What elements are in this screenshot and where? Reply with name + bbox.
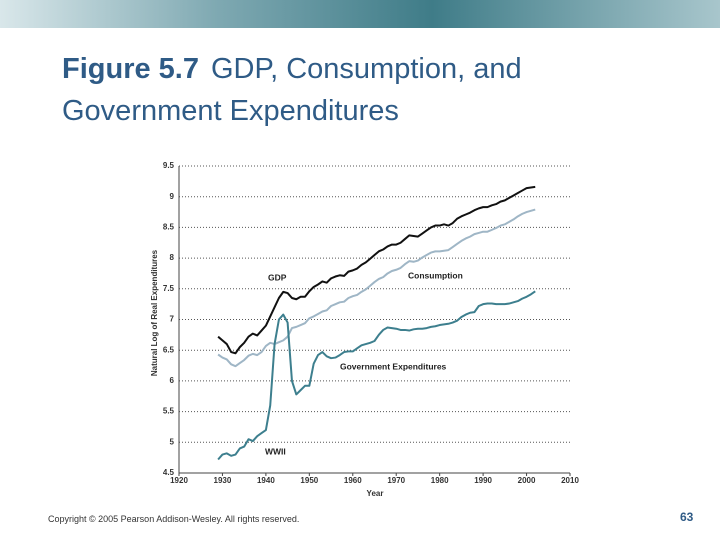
y-axis-label: Natural Log of Real Expenditures (150, 249, 159, 376)
x-tick-label: 2010 (561, 476, 579, 485)
y-tick-label: 5 (170, 437, 175, 446)
series-line (217, 208, 536, 368)
slide-title: Figure 5.7 GDP, Consumption, and Governme… (62, 48, 662, 132)
page-number: 63 (680, 510, 694, 524)
banner (0, 0, 720, 28)
title-text: GDP, Consumption, and Government Expendi… (62, 53, 522, 127)
figure-number: Figure 5.7 (62, 53, 199, 85)
y-tick-label: 6.5 (163, 345, 175, 354)
series-line (217, 290, 536, 461)
y-tick-label: 7.5 (163, 284, 175, 293)
x-tick-label: 1980 (431, 476, 449, 485)
x-tick-label: 1940 (257, 476, 275, 485)
y-tick-label: 5.5 (163, 407, 175, 416)
x-tick-label: 1960 (344, 476, 362, 485)
x-tick-label: 2000 (518, 476, 536, 485)
y-tick-label: 8.5 (163, 223, 175, 232)
series-label: Government Expenditures (340, 361, 447, 371)
y-tick-label: 6 (170, 376, 175, 385)
copyright: Copyright © 2005 Pearson Addison-Wesley.… (48, 514, 300, 524)
x-tick-label: 1990 (474, 476, 492, 485)
y-tick-label: 9.5 (163, 161, 175, 170)
series-label: Consumption (408, 270, 463, 280)
series-label: GDP (268, 272, 287, 282)
y-tick-label: 4.5 (163, 468, 175, 477)
x-axis-label: Year (367, 489, 384, 498)
x-tick-label: 1970 (387, 476, 405, 485)
y-tick-label: 9 (170, 192, 175, 201)
annotation: WWII (265, 446, 286, 456)
series-line (217, 185, 536, 355)
x-tick-label: 1930 (214, 476, 232, 485)
x-tick-label: 1920 (170, 476, 188, 485)
x-tick-label: 1950 (300, 476, 318, 485)
y-tick-label: 8 (170, 253, 175, 262)
y-tick-label: 7 (170, 315, 175, 324)
